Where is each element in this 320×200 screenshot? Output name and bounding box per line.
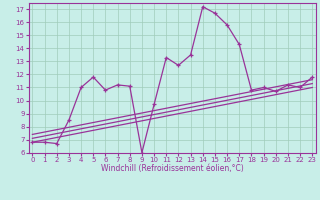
X-axis label: Windchill (Refroidissement éolien,°C): Windchill (Refroidissement éolien,°C) bbox=[101, 164, 244, 173]
